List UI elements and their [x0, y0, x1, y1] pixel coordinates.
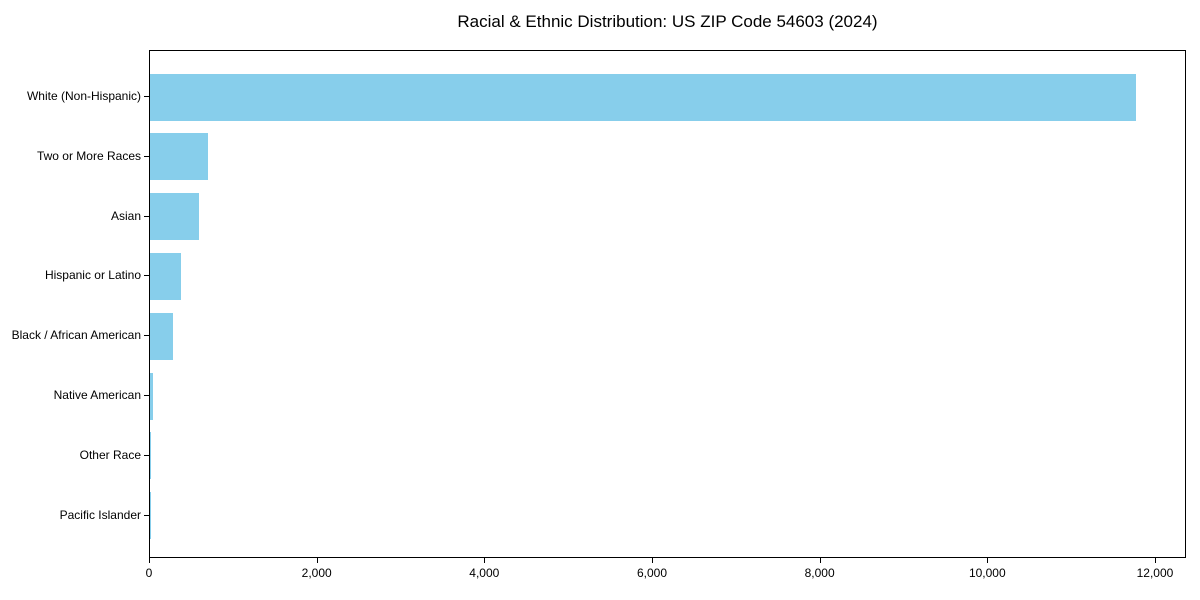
- chart-title: Racial & Ethnic Distribution: US ZIP Cod…: [457, 12, 878, 31]
- bar-2: [150, 193, 200, 241]
- y-axis-label-0: White (Non-Hispanic): [26, 89, 141, 103]
- x-tick-2: [484, 558, 486, 563]
- plot-area: [149, 50, 1186, 558]
- x-axis-tick-label-6: 12,000: [1136, 566, 1174, 580]
- y-axis-label-7: Pacific Islander: [59, 507, 141, 522]
- bar-6: [150, 432, 151, 480]
- bar-5: [150, 372, 153, 420]
- bar-0: [150, 73, 1136, 121]
- x-axis-tick-label-0: 0: [145, 566, 153, 580]
- x-axis-tick-label-3: 6,000: [636, 566, 667, 580]
- x-axis-tick-label-4: 8,000: [804, 566, 835, 580]
- x-axis-tick-label-1: 2,000: [301, 566, 332, 580]
- bar-3: [150, 252, 182, 300]
- y-axis-label-1: Two or More Races: [36, 148, 141, 163]
- y-tick-6: [144, 454, 149, 456]
- x-tick-5: [987, 558, 989, 563]
- y-tick-0: [144, 96, 149, 97]
- y-axis-label-3: Hispanic or Latino: [44, 268, 141, 283]
- y-axis-label-5: Native American: [53, 388, 141, 402]
- y-tick-4: [144, 335, 149, 337]
- y-tick-2: [144, 215, 149, 217]
- x-axis-tick-label-2: 4,000: [469, 566, 500, 580]
- y-tick-1: [144, 155, 149, 157]
- bar-1: [150, 133, 208, 181]
- y-axis-label-4: Black / African American: [11, 328, 141, 343]
- x-axis-tick-label-5: 10,000: [968, 566, 1006, 580]
- y-tick-3: [144, 275, 149, 277]
- y-axis-label-2: Asian: [110, 208, 141, 223]
- y-tick-5: [144, 395, 149, 396]
- x-tick-6: [1154, 558, 1156, 563]
- x-tick-1: [316, 558, 318, 563]
- y-tick-7: [144, 514, 149, 516]
- y-axis-label-6: Other Race: [79, 447, 141, 462]
- x-tick-4: [819, 558, 821, 563]
- x-tick-0: [149, 558, 150, 563]
- bar-4: [150, 312, 173, 360]
- x-tick-3: [651, 558, 653, 563]
